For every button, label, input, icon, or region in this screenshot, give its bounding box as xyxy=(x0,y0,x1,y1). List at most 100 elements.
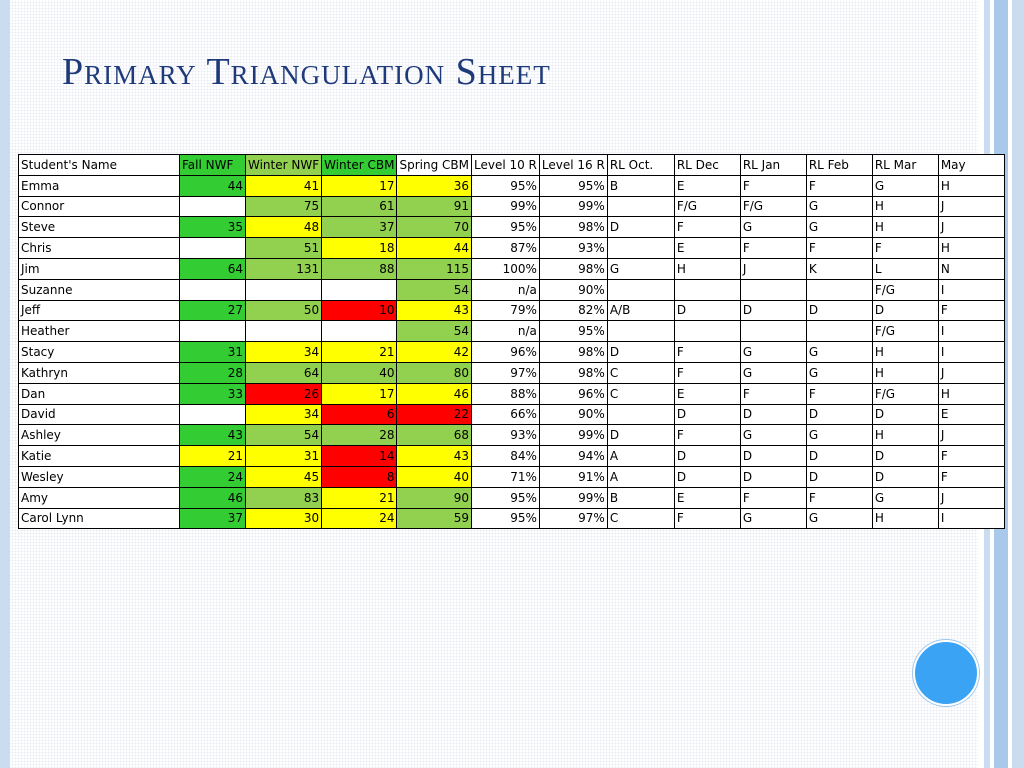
table-cell: 27 xyxy=(179,299,246,322)
table-cell: 83 xyxy=(244,486,323,509)
table-cell: 95% xyxy=(470,174,540,197)
table-cell xyxy=(321,320,398,343)
table-cell: 34 xyxy=(244,341,323,363)
table-cell: F xyxy=(739,382,807,405)
table-cell xyxy=(179,237,246,259)
table-cell: 93% xyxy=(538,237,608,259)
table-cell: C xyxy=(606,361,675,384)
table-row: Emma 44 41 17 36 95% 95% B E F F G H xyxy=(18,174,1005,197)
table-cell: 99% xyxy=(538,486,608,509)
table-cell: F xyxy=(937,299,1005,322)
table-cell: I xyxy=(937,507,1005,530)
table-cell: 18 xyxy=(321,237,398,259)
table-cell: 10 xyxy=(321,299,398,322)
student-name-cell: Jeff xyxy=(18,299,180,322)
table-cell: 59 xyxy=(396,507,472,530)
column-header: Level 16 R xyxy=(538,154,608,176)
student-name-cell: Stacy xyxy=(18,341,180,363)
column-header: RL Oct. xyxy=(606,154,675,176)
table-cell: 24 xyxy=(179,465,246,488)
table-cell: 41 xyxy=(244,174,323,197)
table-cell: 54 xyxy=(244,424,323,447)
table-cell: F xyxy=(937,465,1005,488)
table-cell: 87% xyxy=(470,237,540,259)
table-row: Ashley 43 54 28 68 93% 99% D F G G H J xyxy=(18,424,1005,447)
table-cell: F xyxy=(673,216,741,239)
table-cell: 97% xyxy=(538,507,608,530)
table-cell: 98% xyxy=(538,341,608,363)
table-cell: 75 xyxy=(244,195,323,218)
table-cell: F xyxy=(871,237,939,259)
table-cell: 30 xyxy=(244,507,323,530)
table-cell: 22 xyxy=(396,403,472,426)
table-row: Jeff 27 50 10 43 79% 82% A/B D D D D F xyxy=(18,299,1005,322)
table-cell: E xyxy=(937,403,1005,426)
table-cell: J xyxy=(937,361,1005,384)
table-cell: D xyxy=(673,299,741,322)
table-cell: G xyxy=(805,195,873,218)
table-row: Amy 46 83 21 90 95% 99% B E F F G J xyxy=(18,486,1005,509)
table-row: David 34 6 22 66% 90% D D D D E xyxy=(18,403,1005,426)
table-cell: H xyxy=(871,216,939,239)
table-cell: G xyxy=(805,216,873,239)
table-cell xyxy=(606,278,675,301)
table-cell: G xyxy=(871,486,939,509)
column-header: Spring CBM xyxy=(396,154,472,176)
table-cell: D xyxy=(871,299,939,322)
table-cell xyxy=(739,320,807,343)
table-cell: 80 xyxy=(396,361,472,384)
table-cell: D xyxy=(805,465,873,488)
student-name-cell: Amy xyxy=(18,486,180,509)
table-cell: G xyxy=(606,257,675,280)
table-cell: 33 xyxy=(179,382,246,405)
table-cell: G xyxy=(739,341,807,363)
table-cell: A xyxy=(606,465,675,488)
table-cell: F xyxy=(937,445,1005,467)
table-cell: 44 xyxy=(179,174,246,197)
column-header: RL Dec xyxy=(673,154,741,176)
table-cell: A xyxy=(606,445,675,467)
table-cell xyxy=(673,278,741,301)
table-row: Wesley 24 45 8 40 71% 91% A D D D D F xyxy=(18,465,1005,488)
table-cell: 35 xyxy=(179,216,246,239)
table-cell xyxy=(739,278,807,301)
table-cell xyxy=(606,320,675,343)
student-name-cell: Carol Lynn xyxy=(18,507,180,530)
student-name-cell: David xyxy=(18,403,180,426)
table-cell: A/B xyxy=(606,299,675,322)
table-cell xyxy=(805,320,873,343)
table-cell: 42 xyxy=(396,341,472,363)
table-row: Katie 21 31 14 43 84% 94% A D D D D F xyxy=(18,445,1005,467)
table-cell: 54 xyxy=(396,320,472,343)
table-cell xyxy=(179,195,246,218)
table-cell: G xyxy=(805,341,873,363)
student-name-cell: Suzanne xyxy=(18,278,180,301)
student-name-cell: Katie xyxy=(18,445,180,467)
table-cell xyxy=(244,278,323,301)
table-cell: n/a xyxy=(470,278,540,301)
table-cell: H xyxy=(937,382,1005,405)
table-cell: 31 xyxy=(244,445,323,467)
column-header: Winter NWF xyxy=(244,154,323,176)
triangulation-table: Student's Name Fall NWF Winter NWF Winter C… xyxy=(18,154,1005,530)
table-cell: H xyxy=(871,195,939,218)
table-cell: 37 xyxy=(321,216,398,239)
table-cell: 100% xyxy=(470,257,540,280)
decorative-circle xyxy=(913,640,979,706)
table-cell: G xyxy=(739,361,807,384)
table-cell xyxy=(606,237,675,259)
student-name-cell: Jim xyxy=(18,257,180,280)
student-name-cell: Kathryn xyxy=(18,361,180,384)
table-cell: C xyxy=(606,507,675,530)
table-cell: 43 xyxy=(396,299,472,322)
table-cell: B xyxy=(606,174,675,197)
table-cell: F/G xyxy=(871,278,939,301)
table-cell: D xyxy=(871,465,939,488)
table-cell: 115 xyxy=(396,257,472,280)
table-cell: D xyxy=(805,403,873,426)
table-cell: D xyxy=(871,403,939,426)
student-name-cell: Emma xyxy=(18,174,180,197)
table-cell: G xyxy=(739,216,807,239)
table-cell: D xyxy=(871,445,939,467)
table-cell: G xyxy=(739,424,807,447)
